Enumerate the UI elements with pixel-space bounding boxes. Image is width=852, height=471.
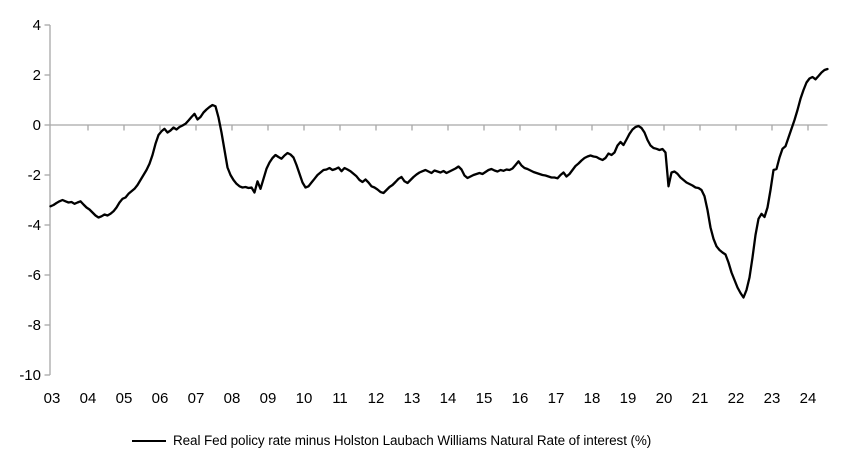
y-tick-label: -6 (28, 267, 41, 284)
y-tick-label: -4 (28, 217, 41, 234)
x-tick-label: 18 (584, 390, 601, 407)
y-tick-label: -2 (28, 167, 41, 184)
x-tick-label: 16 (512, 390, 529, 407)
x-tick-label: 10 (296, 390, 313, 407)
x-tick-label: 15 (476, 390, 493, 407)
x-tick-label: 20 (656, 390, 673, 407)
x-tick-label: 11 (332, 390, 348, 407)
x-tick-label: 07 (188, 390, 205, 407)
x-tick-label: 08 (224, 390, 241, 407)
legend: Real Fed policy rate minus Holston Lauba… (132, 433, 651, 448)
legend-label: Real Fed policy rate minus Holston Lauba… (173, 433, 652, 448)
x-tick-label: 05 (116, 390, 133, 407)
x-tick-label: 19 (620, 390, 637, 407)
x-tick-label: 23 (764, 390, 781, 407)
y-tick-label: -8 (28, 317, 41, 334)
x-tick-label: 22 (728, 390, 745, 407)
y-tick-label: 4 (33, 17, 41, 34)
y-tick-label: 2 (33, 67, 41, 84)
x-tick-label: 12 (368, 390, 385, 407)
x-tick-label: 17 (548, 390, 565, 407)
x-tick-label: 24 (800, 390, 817, 407)
x-tick-label: 04 (80, 390, 97, 407)
y-tick-label: -10 (19, 367, 41, 384)
y-tick-label: 0 (33, 117, 41, 134)
series-line (49, 67, 829, 299)
x-tick-label: 09 (260, 390, 277, 407)
x-tick-label: 13 (404, 390, 421, 407)
x-tick-label: 21 (692, 390, 709, 407)
x-tick-label: 14 (440, 390, 457, 407)
x-tick-label: 06 (152, 390, 169, 407)
legend-line-swatch (132, 439, 166, 442)
x-tick-label: 03 (44, 390, 61, 407)
